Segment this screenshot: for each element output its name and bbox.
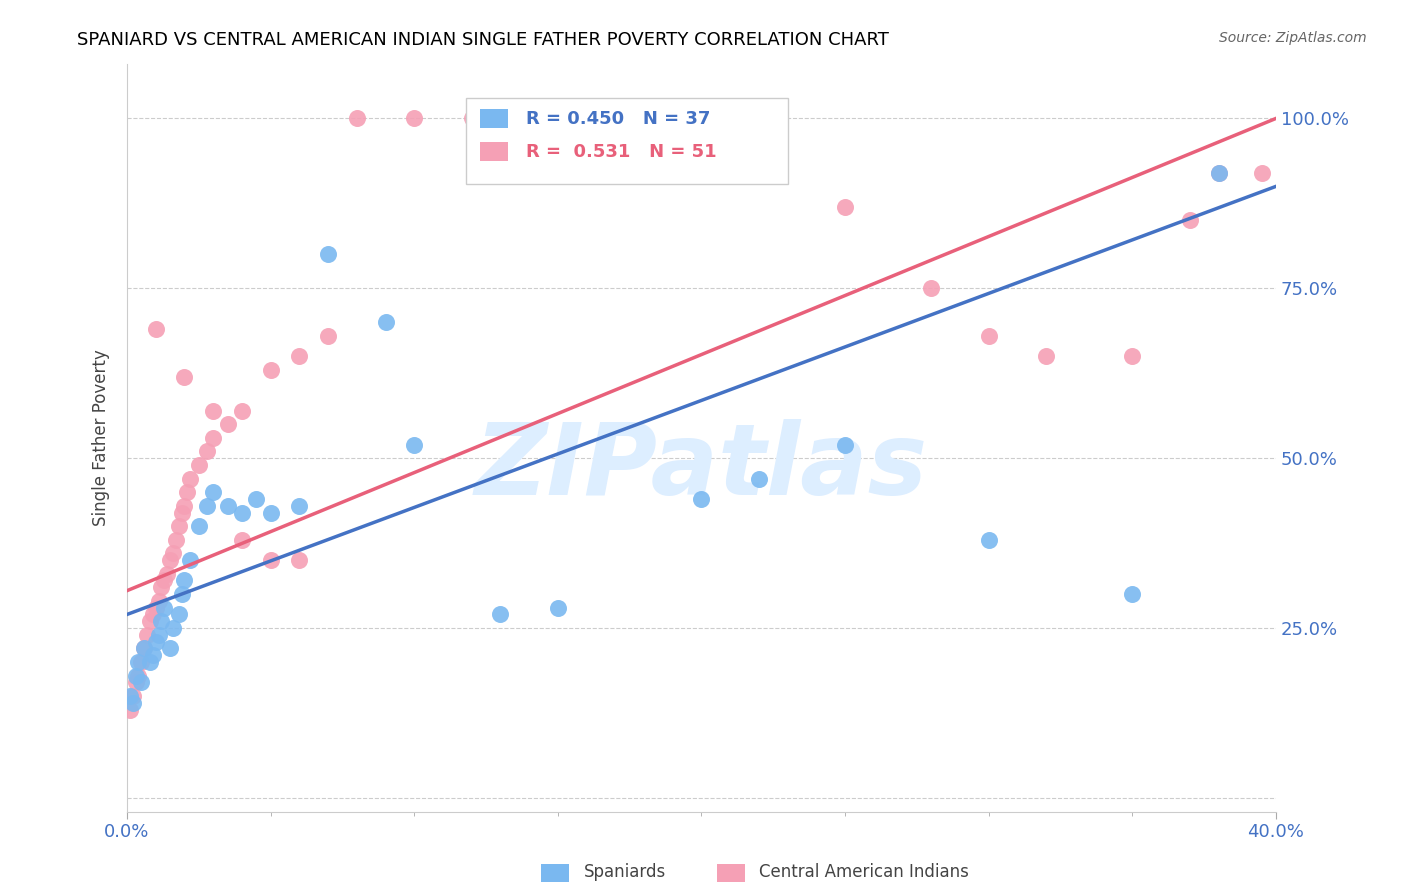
Point	[153, 574, 176, 588]
Point	[145, 600, 167, 615]
Point	[162, 621, 184, 635]
Point	[202, 403, 225, 417]
Point	[124, 675, 146, 690]
Point	[259, 553, 281, 567]
Point	[131, 675, 153, 690]
Point	[139, 614, 162, 628]
Point	[288, 349, 311, 363]
Point	[176, 485, 198, 500]
Point	[165, 533, 187, 547]
Point	[547, 112, 569, 126]
Point	[150, 580, 173, 594]
Point	[1178, 213, 1201, 227]
Point	[316, 247, 339, 261]
Point	[259, 506, 281, 520]
Point	[134, 641, 156, 656]
Point	[118, 689, 141, 703]
Point	[156, 566, 179, 581]
Point	[690, 491, 713, 506]
Point	[139, 655, 162, 669]
Point	[145, 634, 167, 648]
Y-axis label: Single Father Poverty: Single Father Poverty	[93, 350, 110, 526]
Point	[121, 689, 143, 703]
Point	[167, 607, 190, 622]
Point	[920, 281, 942, 295]
Text: R = 0.450   N = 37: R = 0.450 N = 37	[526, 110, 710, 128]
Point	[1121, 349, 1143, 363]
Point	[197, 444, 219, 458]
Point	[173, 574, 195, 588]
Point	[1035, 349, 1057, 363]
Point	[748, 112, 770, 126]
Point	[142, 607, 165, 622]
Point	[179, 553, 201, 567]
Text: SPANIARD VS CENTRAL AMERICAN INDIAN SINGLE FATHER POVERTY CORRELATION CHART: SPANIARD VS CENTRAL AMERICAN INDIAN SING…	[77, 31, 889, 49]
Point	[489, 607, 512, 622]
Text: Source: ZipAtlas.com: Source: ZipAtlas.com	[1219, 31, 1367, 45]
Point	[1121, 587, 1143, 601]
Point	[173, 499, 195, 513]
FancyBboxPatch shape	[465, 98, 787, 184]
Point	[197, 499, 219, 513]
Point	[404, 112, 426, 126]
Point	[1250, 166, 1272, 180]
Point	[231, 403, 253, 417]
Point	[150, 614, 173, 628]
Point	[547, 600, 569, 615]
Point	[259, 363, 281, 377]
Point	[460, 112, 482, 126]
Point	[404, 437, 426, 451]
FancyBboxPatch shape	[479, 142, 509, 161]
Point	[159, 641, 181, 656]
FancyBboxPatch shape	[479, 110, 509, 128]
Point	[159, 553, 181, 567]
Point	[134, 641, 156, 656]
Point	[346, 112, 368, 126]
Point	[187, 458, 209, 472]
Point	[834, 200, 856, 214]
Point	[748, 471, 770, 485]
Point	[633, 112, 655, 126]
Text: Spaniards: Spaniards	[583, 863, 665, 881]
Point	[834, 437, 856, 451]
Point	[127, 668, 149, 682]
Point	[145, 322, 167, 336]
Point	[202, 431, 225, 445]
Point	[162, 546, 184, 560]
Point	[142, 648, 165, 663]
Point	[690, 112, 713, 126]
Point	[217, 499, 239, 513]
Point	[167, 519, 190, 533]
Point	[217, 417, 239, 432]
Point	[136, 628, 159, 642]
Point	[245, 491, 267, 506]
Point	[231, 506, 253, 520]
Point	[1208, 166, 1230, 180]
Point	[153, 600, 176, 615]
Point	[374, 315, 396, 329]
Point	[187, 519, 209, 533]
Point	[977, 533, 1000, 547]
Point	[170, 506, 193, 520]
Point	[118, 703, 141, 717]
Point	[148, 628, 170, 642]
Point	[127, 655, 149, 669]
Point	[179, 471, 201, 485]
Point	[202, 485, 225, 500]
Text: R =  0.531   N = 51: R = 0.531 N = 51	[526, 143, 716, 161]
Point	[173, 369, 195, 384]
Point	[121, 696, 143, 710]
Point	[1208, 166, 1230, 180]
Text: ZIPatlas: ZIPatlas	[475, 419, 928, 516]
Point	[231, 533, 253, 547]
Point	[124, 668, 146, 682]
Point	[288, 553, 311, 567]
Point	[977, 329, 1000, 343]
Point	[316, 329, 339, 343]
Point	[131, 655, 153, 669]
Point	[288, 499, 311, 513]
Point	[148, 594, 170, 608]
Text: Central American Indians: Central American Indians	[759, 863, 969, 881]
Point	[170, 587, 193, 601]
